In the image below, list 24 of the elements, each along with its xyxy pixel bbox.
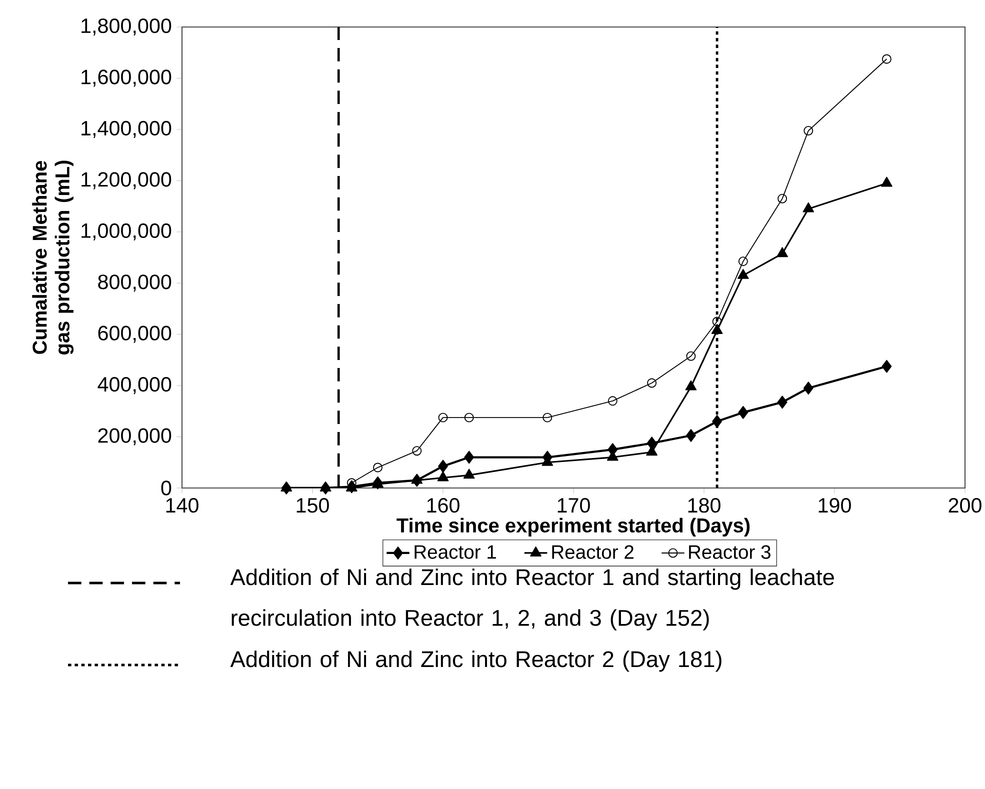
y-tick-label: 1,800,000 [82, 18, 172, 36]
y-tick-label: 1,200,000 [82, 172, 172, 190]
legend-label: Reactor 2 [552, 545, 634, 559]
x-tick-label: 200 [948, 498, 982, 513]
x-tick-label: 140 [166, 498, 198, 513]
y-tick-label: 200,000 [98, 428, 172, 446]
y-tick-label: 1,000,000 [82, 223, 172, 240]
x-tick-label: 160 [427, 498, 460, 513]
legend-label: Reactor 1 [414, 545, 496, 559]
y-tick-label: 1,600,000 [82, 70, 172, 87]
x-tick-label: 190 [818, 498, 851, 513]
y-tick-label: 1,400,000 [82, 120, 172, 138]
y-tick-label: 0 [161, 480, 172, 496]
y-tick-label: 800,000 [98, 274, 172, 292]
x-tick-label: 180 [688, 498, 720, 513]
y-tick-label: 400,000 [98, 377, 172, 394]
y-tick-label: 600,000 [98, 326, 172, 343]
x-tick-label: 150 [296, 498, 329, 513]
legend-label: Addition of Ni and Zinc into Reactor 2 (Day 181) [230, 650, 722, 672]
legend-label: Reactor 3 [689, 545, 770, 559]
x-axis-title: Time since experiment started (Days) [396, 518, 750, 536]
legend-label: Addition of Ni and Zinc into Reactor 1 and starting leachate recirculation into Reactor 1, 2, and 3 (Day 152) [230, 568, 834, 630]
x-tick-label: 170 [558, 498, 590, 513]
y-axis-title: Cumalative Methane gas production (mL) [32, 160, 74, 354]
